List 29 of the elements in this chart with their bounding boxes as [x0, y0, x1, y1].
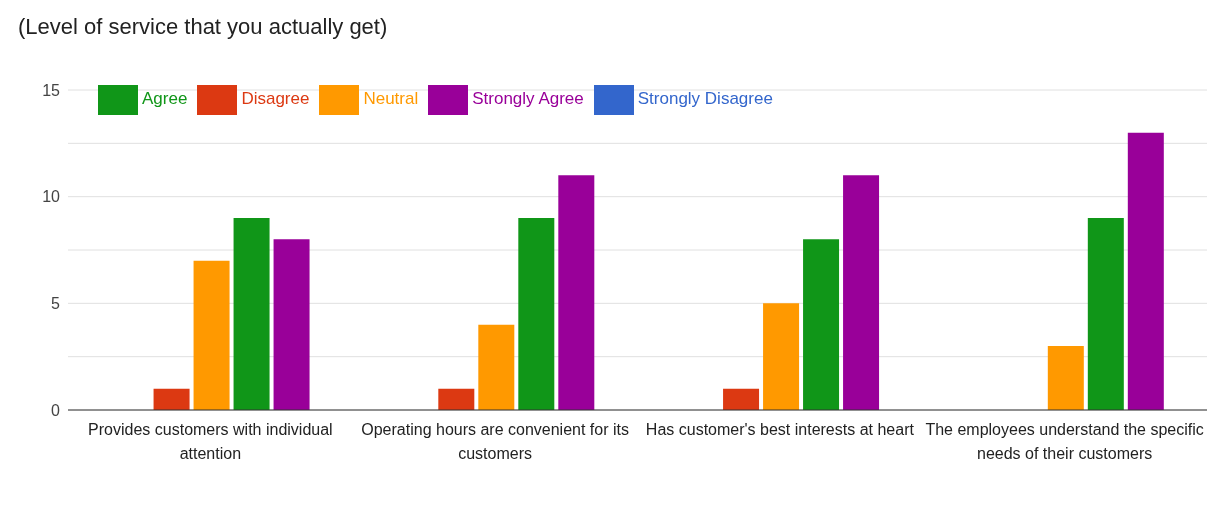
x-tick-label: Has customer's best interests at heart [645, 421, 915, 439]
legend-label: Strongly Disagree [637, 89, 773, 109]
legend-label: Strongly Agree [472, 89, 584, 109]
bar [1087, 218, 1124, 410]
x-tick-label: Operating hours are convenient for its customers [361, 421, 629, 463]
y-tick-label: 0 [51, 401, 61, 419]
bar [518, 218, 555, 410]
legend-label: Agree [142, 89, 188, 109]
legend-label: Neutral [363, 89, 419, 109]
y-tick-label: 10 [42, 188, 61, 206]
bar [233, 218, 270, 410]
legend-label: Disagree [241, 89, 310, 109]
bar [193, 260, 230, 410]
bar [273, 239, 310, 410]
bar [843, 175, 880, 410]
bar [1127, 132, 1164, 410]
bar [153, 388, 190, 410]
bar [438, 388, 475, 410]
x-tick-label: The employees understand the specific needs of their customers [925, 421, 1204, 463]
y-tick-label: 5 [51, 295, 61, 313]
chart-title: (Level of service that you actually get) [17, 13, 389, 40]
bar [1047, 346, 1084, 410]
bar [763, 303, 800, 410]
bar [478, 324, 515, 410]
bar [803, 239, 840, 410]
bar [723, 388, 760, 410]
x-tick-label: Provides customers with individual attention [88, 421, 333, 463]
y-tick-label: 15 [42, 81, 61, 99]
bar [558, 175, 595, 410]
